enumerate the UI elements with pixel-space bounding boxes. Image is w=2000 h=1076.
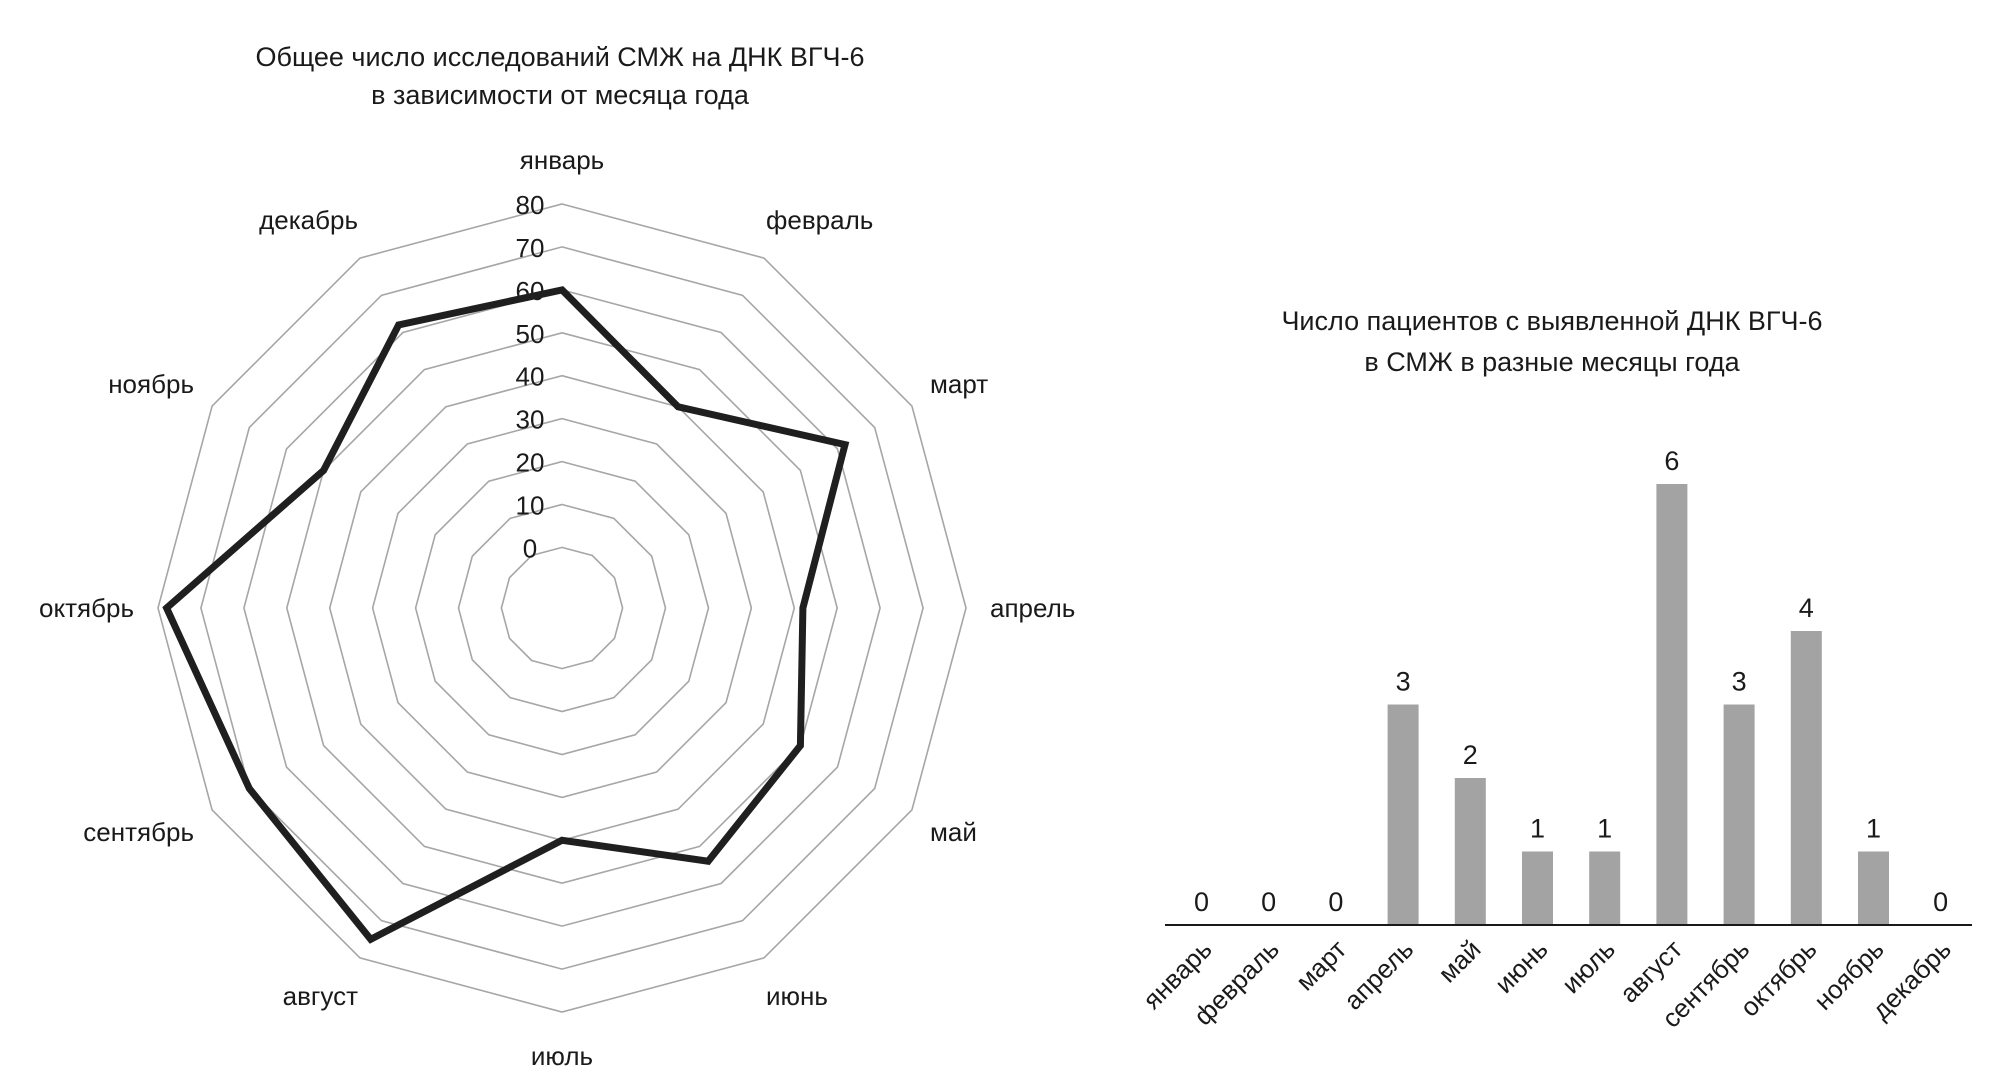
bar-value-label: 6 xyxy=(1664,446,1679,476)
bar-category-label: июнь xyxy=(1489,934,1554,999)
radar-tick-label: 30 xyxy=(516,405,545,435)
bar-category-label: май xyxy=(1432,934,1486,988)
radar-grid-ring xyxy=(457,503,667,713)
bar-value-label: 1 xyxy=(1597,814,1612,844)
radar-grid-ring xyxy=(200,246,924,970)
radar-tick-label: 20 xyxy=(516,448,545,478)
radar-category-labels: январь февраль март апрель май июнь июль август… xyxy=(39,145,1075,1071)
bar-value-label: 3 xyxy=(1396,667,1411,697)
radar-tick-label: 80 xyxy=(516,190,545,220)
radar-title-line-1: Общее число исследований СМЖ на ДНК ВГЧ-… xyxy=(256,42,865,72)
bar-value-label: 4 xyxy=(1799,593,1814,623)
bar-value-label: 1 xyxy=(1866,814,1881,844)
radar-category-label: сентябрь xyxy=(83,817,194,847)
bar xyxy=(1589,851,1621,925)
bar-category-label: октябрь xyxy=(1734,934,1822,1022)
radar-category-label: июль xyxy=(531,1041,593,1071)
radar-category-label: май xyxy=(930,817,977,847)
bar-title-line-1: Число пациентов с выявленной ДНК ВГЧ-6 xyxy=(1281,306,1822,336)
bar-value-label: 0 xyxy=(1194,887,1209,917)
radar-chart: Общее число исследований СМЖ на ДНК ВГЧ-… xyxy=(39,42,1075,1071)
radar-category-label: февраль xyxy=(766,205,873,235)
bar-marks xyxy=(1387,484,1889,925)
bar-value-label: 2 xyxy=(1463,740,1478,770)
bar-value-label: 0 xyxy=(1933,887,1948,917)
radar-category-label: июнь xyxy=(766,981,828,1011)
radar-category-label: ноябрь xyxy=(108,369,194,399)
radar-category-label: октябрь xyxy=(39,593,134,623)
radar-category-label: апрель xyxy=(990,593,1075,623)
radar-series xyxy=(162,286,850,944)
bar-value-label: 0 xyxy=(1328,887,1343,917)
bar xyxy=(1723,704,1755,925)
bar xyxy=(1790,631,1822,925)
radar-tick-label: 70 xyxy=(516,233,545,263)
bar-chart: Число пациентов с выявленной ДНК ВГЧ-6 в… xyxy=(1137,306,1972,1034)
radar-category-label: декабрь xyxy=(259,205,358,235)
radar-tick-label: 0 xyxy=(523,533,537,563)
bar xyxy=(1656,484,1688,925)
bar xyxy=(1858,851,1889,925)
radar-grid-ring xyxy=(328,374,796,842)
radar-tick-label: 10 xyxy=(516,490,545,520)
bar-category-label: июль xyxy=(1556,934,1621,999)
bar xyxy=(1522,851,1553,925)
bar-value-label: 0 xyxy=(1261,887,1276,917)
bar-value-label: 3 xyxy=(1732,667,1747,697)
radar-grid-ring xyxy=(500,546,624,670)
bar xyxy=(1454,778,1486,925)
radar-category-label: март xyxy=(930,369,988,399)
radar-series-line xyxy=(162,286,850,944)
bar-category-label: апрель xyxy=(1338,934,1420,1016)
bar-value-label: 1 xyxy=(1530,814,1545,844)
radar-grid-ring xyxy=(243,289,881,927)
bar-value-labels: 0 0 0 3 2 1 1 6 3 4 1 0 xyxy=(1194,446,1948,917)
radar-tick-label: 40 xyxy=(516,362,545,392)
radar-grid xyxy=(157,203,967,1013)
radar-grid-ring xyxy=(414,460,710,756)
radar-category-label: август xyxy=(283,981,358,1011)
radar-tick-label: 50 xyxy=(516,319,545,349)
bar-title-line-2: в СМЖ в разные месяцы года xyxy=(1364,347,1740,377)
radar-grid-ring xyxy=(157,203,967,1013)
bar-category-label: март xyxy=(1290,934,1352,996)
radar-grid-ring xyxy=(371,417,753,799)
bar xyxy=(1387,704,1419,925)
radar-category-label: январь xyxy=(520,145,604,175)
radar-title-line-2: в зависимости от месяца года xyxy=(371,80,750,110)
